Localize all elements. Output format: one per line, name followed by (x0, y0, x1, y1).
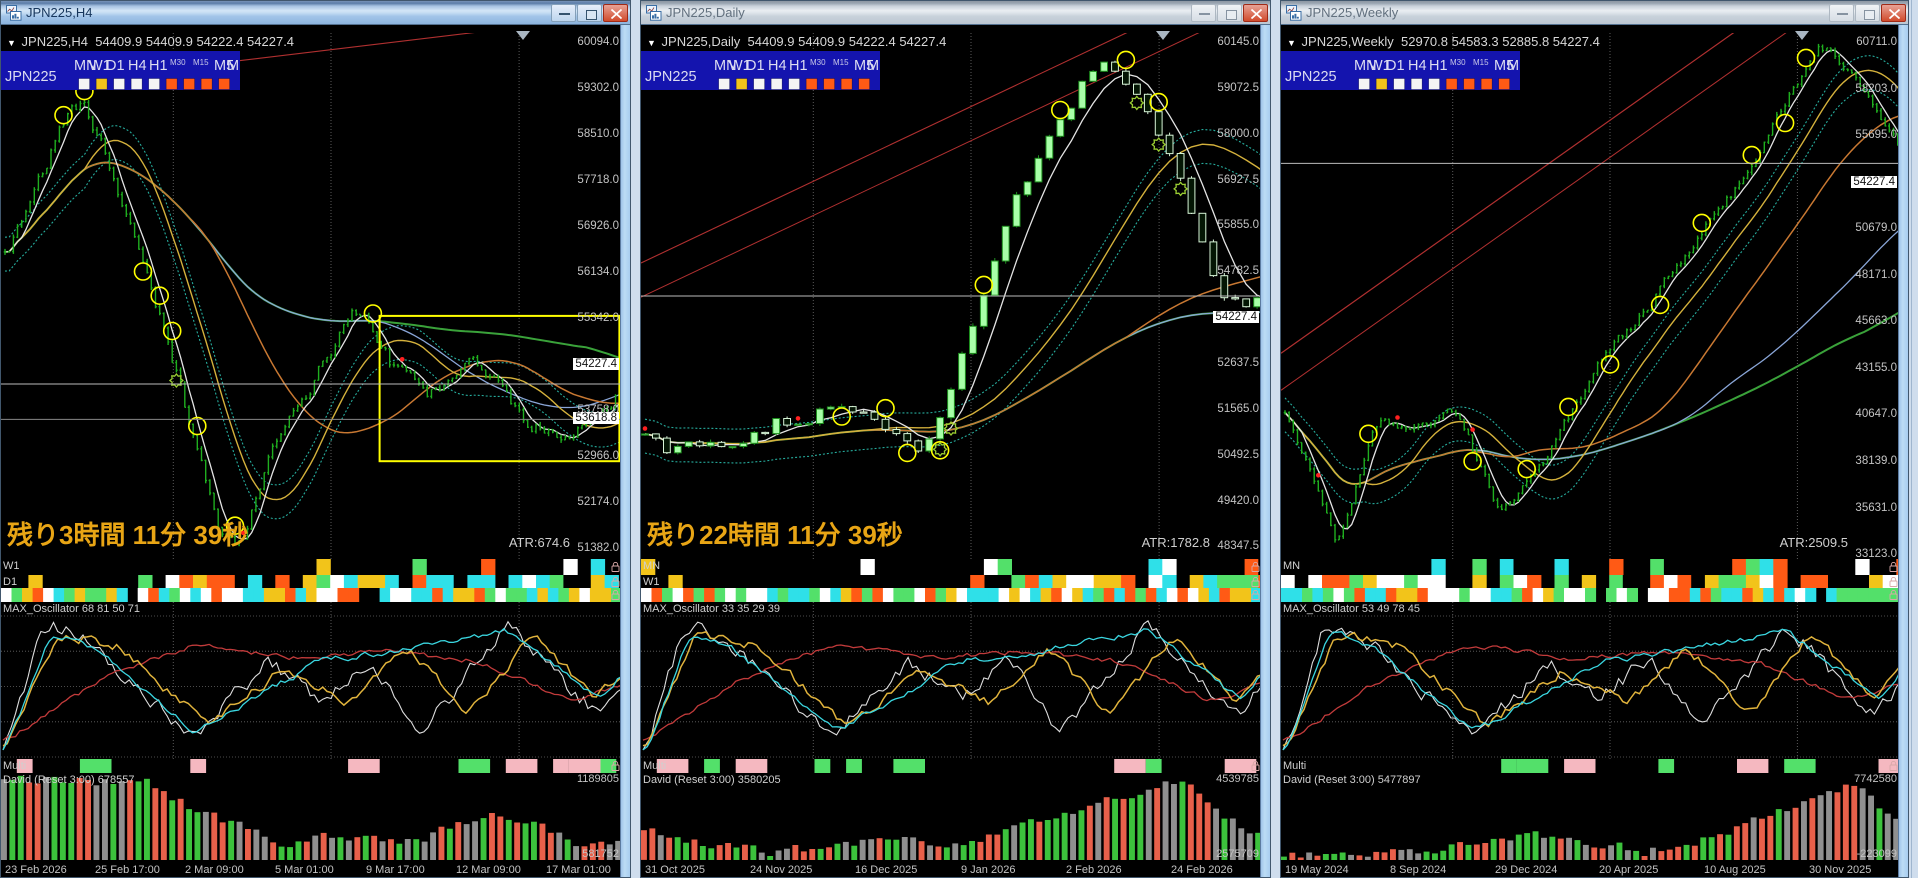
svg-text:M1: M1 (867, 58, 880, 74)
svg-text:M1: M1 (1507, 58, 1520, 74)
svg-text:H1: H1 (789, 58, 808, 74)
svg-text:JPN225: JPN225 (645, 69, 697, 85)
svg-text:JPN225: JPN225 (5, 69, 57, 85)
svg-text:JPN225: JPN225 (1285, 69, 1337, 85)
svg-text:D1: D1 (106, 58, 125, 74)
svg-text:M15: M15 (193, 58, 209, 67)
svg-text:M30: M30 (170, 58, 186, 67)
svg-text:D1: D1 (746, 58, 765, 74)
svg-text:H1: H1 (1429, 58, 1448, 74)
svg-text:D1: D1 (1386, 58, 1405, 74)
svg-text:H4: H4 (1408, 58, 1427, 74)
svg-text:H1: H1 (149, 58, 168, 74)
svg-text:M15: M15 (1473, 58, 1489, 67)
svg-text:M30: M30 (1450, 58, 1466, 67)
svg-text:M1: M1 (227, 58, 240, 74)
svg-text:M30: M30 (810, 58, 826, 67)
svg-text:H4: H4 (128, 58, 147, 74)
svg-text:M15: M15 (833, 58, 849, 67)
svg-text:H4: H4 (768, 58, 787, 74)
